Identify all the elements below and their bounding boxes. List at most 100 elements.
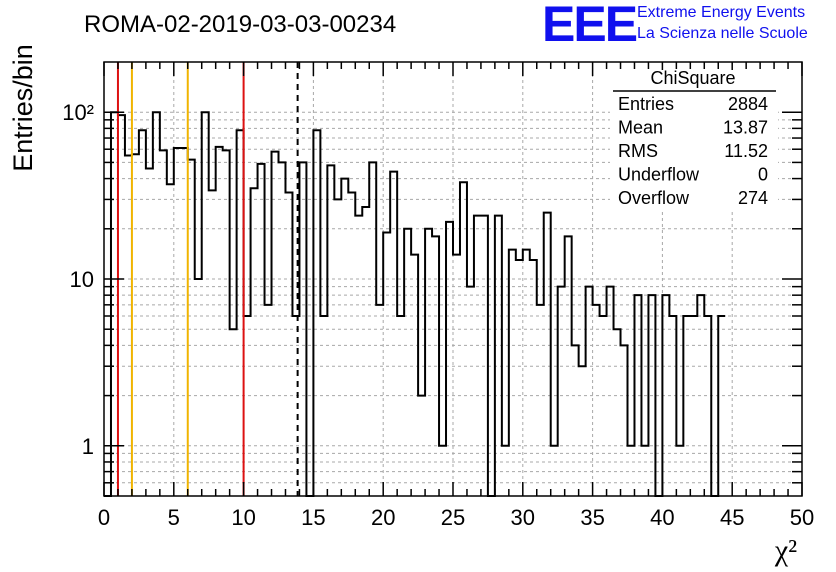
histogram-bin xyxy=(628,446,635,496)
histogram-bin xyxy=(425,229,432,496)
axis-ticks xyxy=(103,62,803,496)
histogram-bin xyxy=(697,295,704,496)
stats-box-background xyxy=(610,70,778,210)
histogram-bin xyxy=(474,216,481,496)
histogram-bin xyxy=(244,316,251,496)
reference-lines xyxy=(116,62,299,496)
histogram-bin xyxy=(537,305,544,496)
histogram-bin xyxy=(690,316,697,496)
stats-row-value: 13.87 xyxy=(723,118,768,138)
histogram-bin xyxy=(279,162,286,496)
histogram-bin xyxy=(460,182,467,496)
histogram-bin xyxy=(209,190,216,496)
histogram-bin xyxy=(223,150,230,496)
x-tick-label: 20 xyxy=(371,505,395,530)
y-tick-label: 1 xyxy=(82,434,94,459)
y-tick-label: 10 xyxy=(70,267,94,292)
histogram-bin xyxy=(607,287,614,496)
histogram-bin xyxy=(327,165,334,496)
histogram-bin xyxy=(502,446,509,496)
x-tick-label: 30 xyxy=(511,505,535,530)
histogram-bin xyxy=(355,216,362,496)
eee-brand: EEE Extreme Energy Events La Scienza nel… xyxy=(542,0,808,52)
histogram-bin xyxy=(174,148,181,496)
histogram-bin xyxy=(467,287,474,496)
stats-row-value: 2884 xyxy=(728,94,768,114)
histogram-bin xyxy=(432,236,439,496)
x-tick-label: 5 xyxy=(168,505,180,530)
histogram-bin xyxy=(390,172,397,496)
histogram-bin xyxy=(118,115,125,496)
histogram-bin xyxy=(167,184,174,496)
histogram-bin xyxy=(634,295,641,496)
stats-row-label: RMS xyxy=(618,141,658,161)
chart-title: ROMA-02-2019-03-03-00234 xyxy=(84,11,396,38)
histogram-bin xyxy=(669,316,676,496)
eee-logo: EEE xyxy=(542,0,637,52)
histogram-bin xyxy=(251,188,258,496)
stats-row-value: 11.52 xyxy=(724,141,768,161)
histogram-bin xyxy=(593,305,600,496)
histogram-bin xyxy=(258,164,265,496)
brand-line-2: La Scienza nelle Scuole xyxy=(637,25,808,42)
brand-line-1: Extreme Energy Events xyxy=(637,4,805,21)
histogram-bin xyxy=(362,207,369,496)
x-axis-label: χ² xyxy=(774,534,797,567)
histogram-bin xyxy=(718,316,725,496)
histogram-bin xyxy=(272,152,279,496)
histogram-bin xyxy=(181,148,188,496)
histogram-bin xyxy=(404,229,411,496)
histogram-bin xyxy=(411,255,418,496)
histogram-bin xyxy=(704,316,711,496)
stats-row-label: Mean xyxy=(618,118,663,138)
histogram-bin xyxy=(683,316,690,496)
y-tick-label: 10² xyxy=(62,100,94,125)
histogram-bin xyxy=(572,345,579,496)
histogram-bin xyxy=(641,446,648,496)
histogram-bin xyxy=(202,112,209,496)
histogram-bin xyxy=(376,305,383,496)
histogram-bin xyxy=(188,160,195,496)
stats-box-title: ChiSquare xyxy=(650,68,735,88)
stats-row-label: Overflow xyxy=(618,188,690,208)
histogram-bin xyxy=(418,396,425,496)
histogram-bin xyxy=(146,168,153,496)
histogram-bin xyxy=(614,329,621,496)
histogram-bin xyxy=(216,147,223,496)
stats-row-value: 274 xyxy=(738,188,768,208)
histogram-bin xyxy=(523,250,530,496)
histogram-bin xyxy=(265,305,272,496)
histogram-bin xyxy=(558,287,565,496)
histogram-bin xyxy=(285,193,292,496)
histogram-bin xyxy=(621,345,628,496)
histogram-bin xyxy=(397,316,404,496)
stats-box: ChiSquare Entries 2884 Mean 13.87 RMS 11.52 Un… xyxy=(610,68,778,210)
histogram-bin xyxy=(383,233,390,496)
histogram-bin xyxy=(453,255,460,496)
x-tick-label: 10 xyxy=(231,505,255,530)
histogram-bin xyxy=(320,316,327,496)
stats-row-label: Entries xyxy=(618,94,674,114)
histogram-bin xyxy=(195,279,202,496)
histogram-bin xyxy=(586,287,593,496)
tick-labels: 0 5 10 15 20 25 30 35 40 45 50 1 10 10² xyxy=(62,100,814,530)
histogram-bin xyxy=(348,193,355,496)
histogram-outline xyxy=(104,111,726,497)
histogram-bin xyxy=(334,199,341,496)
histogram-bin xyxy=(139,130,146,496)
histogram-bin xyxy=(439,446,446,496)
histogram-bin xyxy=(481,216,488,496)
histogram-bin xyxy=(648,295,655,496)
histogram-bin xyxy=(530,260,537,496)
histogram-bin xyxy=(160,150,167,496)
y-axis-label: Entries/bin xyxy=(8,44,38,172)
histogram-bin xyxy=(446,222,453,496)
x-tick-label: 25 xyxy=(441,505,465,530)
histogram-bin xyxy=(551,446,558,496)
histogram-bin xyxy=(299,162,306,496)
histogram-bin xyxy=(676,446,683,496)
histogram-bin xyxy=(132,154,139,496)
stats-row-label: Underflow xyxy=(618,165,700,185)
histogram-bin xyxy=(237,130,244,496)
